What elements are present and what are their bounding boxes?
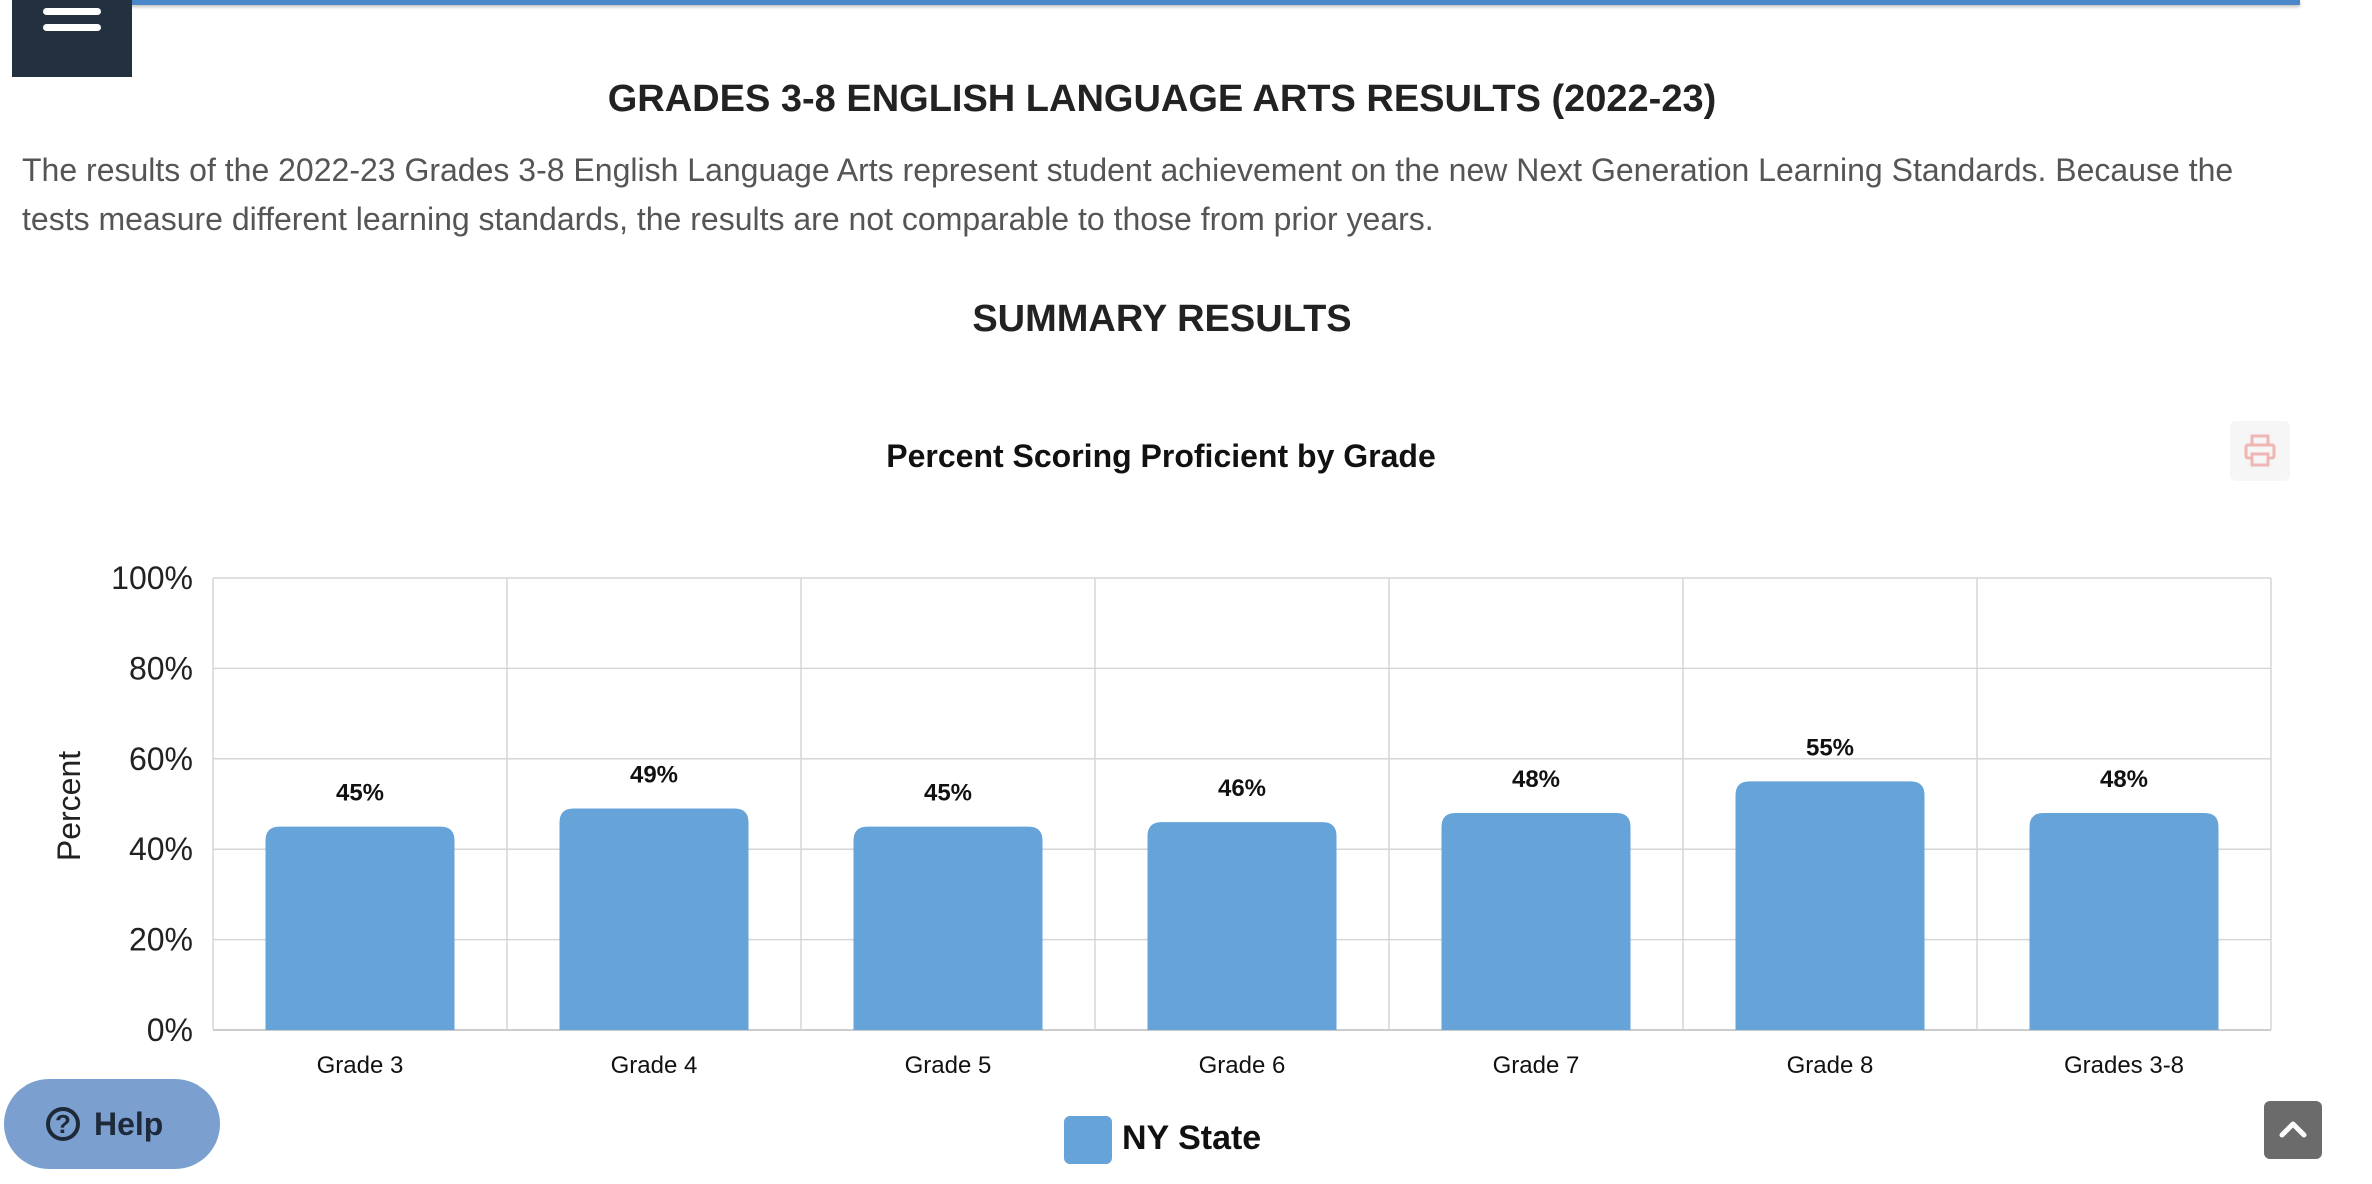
menu-button[interactable] bbox=[12, 0, 132, 77]
y-tick-label: 80% bbox=[129, 650, 193, 686]
print-button[interactable] bbox=[2230, 421, 2290, 481]
legend-label[interactable]: NY State bbox=[1122, 1119, 1261, 1157]
page-title: GRADES 3-8 ENGLISH LANGUAGE ARTS RESULTS… bbox=[607, 78, 1717, 120]
data-label: 48% bbox=[2100, 766, 2148, 793]
x-tick-label: Grade 5 bbox=[905, 1052, 992, 1079]
bar-grade-6[interactable] bbox=[1147, 822, 1337, 1030]
printer-icon bbox=[2244, 434, 2276, 467]
header-rule bbox=[130, 0, 2300, 5]
x-tick-label: Grade 6 bbox=[1199, 1052, 1286, 1079]
y-tick-label: 100% bbox=[111, 560, 193, 596]
y-tick-label: 60% bbox=[129, 741, 193, 777]
legend-swatch bbox=[1064, 1116, 1112, 1164]
data-label: 45% bbox=[336, 780, 384, 807]
y-tick-label: 20% bbox=[129, 922, 193, 958]
x-tick-label: Grades 3-8 bbox=[2064, 1052, 2184, 1079]
bar-grade-4[interactable] bbox=[559, 808, 749, 1030]
y-tick-label: 40% bbox=[129, 831, 193, 867]
bar-grade-3[interactable] bbox=[265, 826, 455, 1030]
y-axis-label: Percent bbox=[51, 751, 87, 861]
intro-text: The results of the 2022-23 Grades 3-8 En… bbox=[22, 152, 2234, 237]
x-tick-label: Grade 8 bbox=[1787, 1052, 1874, 1079]
help-circle-icon: ? bbox=[46, 1107, 80, 1141]
help-label: Help bbox=[94, 1105, 164, 1142]
data-label: 46% bbox=[1218, 775, 1266, 802]
data-label: 45% bbox=[924, 780, 972, 807]
hamburger-icon bbox=[43, 8, 101, 15]
bar-grade-8[interactable] bbox=[1735, 781, 1925, 1030]
hamburger-icon-bar bbox=[43, 24, 101, 31]
bar-grade-7[interactable] bbox=[1441, 813, 1631, 1030]
x-tick-label: Grade 7 bbox=[1493, 1052, 1580, 1079]
data-label: 48% bbox=[1512, 766, 1560, 793]
chevron-up-icon bbox=[2279, 1121, 2307, 1138]
scroll-to-top-button[interactable] bbox=[2264, 1101, 2322, 1159]
y-tick-label: 0% bbox=[147, 1012, 193, 1048]
help-button[interactable]: ? Help bbox=[4, 1079, 220, 1169]
data-label: 49% bbox=[630, 762, 678, 789]
section-title: SUMMARY RESULTS bbox=[972, 298, 1352, 340]
x-tick-label: Grade 4 bbox=[611, 1052, 698, 1079]
bar-grades-3-8[interactable] bbox=[2029, 813, 2219, 1030]
x-tick-label: Grade 3 bbox=[317, 1052, 404, 1079]
bar-grade-5[interactable] bbox=[853, 826, 1043, 1030]
data-label: 55% bbox=[1806, 734, 1854, 761]
chart-title: Percent Scoring Proficient by Grade bbox=[886, 438, 1435, 474]
